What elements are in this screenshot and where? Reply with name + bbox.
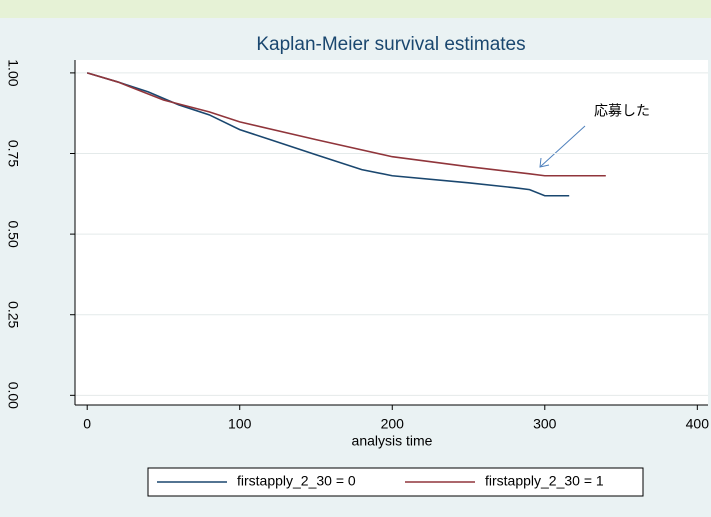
survival-curve: [86, 72, 570, 197]
x-tick-label: 100: [228, 416, 252, 432]
y-tick-label: 0.75: [5, 140, 21, 167]
y-tick-label: 0.25: [5, 301, 21, 328]
annotation-arrow: [539, 125, 586, 168]
x-tick-label: 0: [83, 416, 91, 432]
legend: [147, 467, 644, 497]
y-tick-label: 0.50: [5, 220, 21, 247]
annotation: 応募した: [594, 103, 650, 119]
legend-label: firstapply_2_30 = 1: [485, 473, 604, 489]
y-tick-label: 0.00: [5, 382, 21, 409]
legend-label: firstapply_2_30 = 0: [237, 473, 356, 489]
chart-title: Kaplan-Meier survival estimates: [256, 34, 525, 55]
x-axis-label: analysis time: [352, 433, 433, 449]
y-tick-label: 1.00: [5, 59, 21, 86]
plot-area: [75, 60, 708, 405]
survival-curve: [86, 72, 606, 177]
top-band: [0, 0, 711, 18]
x-tick-label: 200: [381, 416, 405, 432]
x-tick-label: 300: [533, 416, 557, 432]
x-tick-label: 400: [686, 416, 710, 432]
